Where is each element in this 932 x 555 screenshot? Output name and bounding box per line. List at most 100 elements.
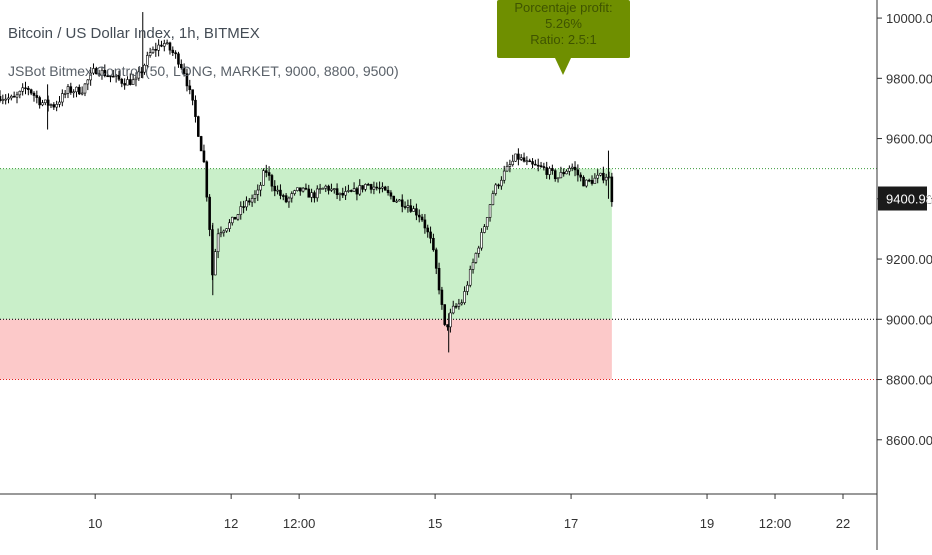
candle-body [27,87,30,90]
profit-zone [0,168,612,320]
candle-body [429,231,432,239]
candle-body [146,55,149,66]
chart-title[interactable]: Bitcoin / US Dollar Index, 1h, BITMEX [8,25,260,42]
candle-body [349,190,353,192]
candle-body [596,174,599,179]
candle-body [296,187,299,191]
candle-body [157,44,160,51]
candle-body [559,172,563,179]
candle-body [259,184,262,191]
candle-body [267,172,271,176]
candle-body [202,150,206,163]
price-tick-label: 8600.00 [886,433,932,448]
candle-body [304,187,308,190]
candle-body [406,205,410,208]
candle-body [477,247,481,254]
candle-body [415,208,418,216]
candle-body [273,185,277,192]
price-tick-label: 9000.00 [886,312,932,327]
price-tick-label: 10000.00 [886,11,932,26]
candle-body [398,199,401,202]
candle-body [562,172,565,175]
candle-body [72,91,75,94]
price-tick-label: 9200.00 [886,252,932,267]
candle-body [103,69,107,77]
candle-body [378,187,381,190]
candle-body [12,95,16,98]
candle-body [364,184,367,190]
candle-body [344,191,347,196]
candle-body [177,53,180,65]
candle-body [185,73,189,87]
candle-body [171,49,175,53]
candle-body [417,214,421,218]
candle-body [7,97,10,100]
time-tick-label: 12:00 [283,516,316,531]
candle-body [392,195,396,202]
candle-body [89,72,92,81]
candle-body [556,177,560,180]
candle-body [228,222,231,229]
candle-body [250,198,254,203]
candle-body [409,205,413,212]
candle-body [253,194,257,199]
candle-body [389,192,393,197]
candle-body [247,200,251,203]
candle-body [468,269,472,286]
tooltip-ratio-text: Ratio: 2.5:1 [530,32,597,47]
candle-body [97,73,101,76]
candle-body [233,216,237,220]
last-price-marker [878,186,927,211]
candle-body [236,214,240,220]
candle-body [109,75,112,78]
candle-body [355,188,359,195]
candle-body [443,304,447,325]
candle-body [568,167,571,172]
candle-body [602,172,605,181]
candle-body [276,189,279,192]
candle-body [298,187,302,192]
candle-body [585,179,588,187]
candle-body [86,79,90,85]
candle-body [4,98,7,101]
candle-body [180,63,183,69]
indicator-label[interactable]: JSBot Bitmex Control (50, LONG, MARKET, … [8,63,399,79]
candle-body [63,93,67,95]
candle-body [194,99,197,117]
candle-body [284,195,288,203]
candle-body [123,83,126,86]
candle-body [35,95,39,98]
candle-body [511,160,515,165]
candle-body [245,200,248,208]
candle-body [500,179,503,187]
candle-body [66,86,70,94]
candle-body [199,136,203,152]
candle-body [151,49,155,53]
candle-body [400,199,404,207]
candle-body [114,74,118,77]
price-tick-label: 9800.00 [886,71,932,86]
candle-body [366,184,370,186]
candle-body [287,197,291,203]
candle-body [485,217,489,228]
candle-body [491,193,495,206]
candle-body [542,166,546,168]
candle-body [590,180,594,184]
candle-body [403,206,407,208]
candle-body [534,163,537,166]
candle-body [310,192,313,198]
candle-body [196,116,200,137]
candle-body [143,64,146,73]
candle-body [163,43,166,47]
candle-body [18,90,22,96]
candle-body [599,172,602,176]
candle-body [395,200,398,203]
candle-body [545,167,549,175]
time-tick-label: 12:00 [759,516,792,531]
candle-body [536,164,540,167]
candle-body [225,228,228,232]
candle-body [573,166,577,171]
candle-body [457,303,461,307]
